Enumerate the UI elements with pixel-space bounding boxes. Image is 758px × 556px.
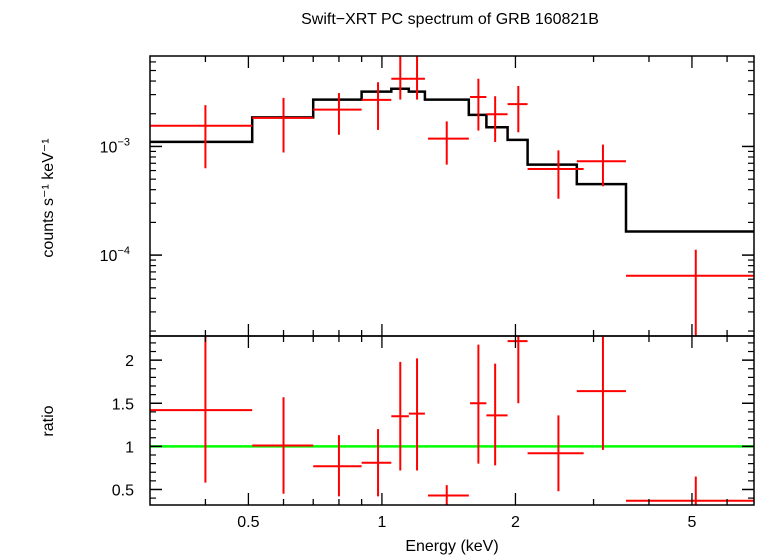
bottom-y-axis-label: ratio — [40, 405, 57, 436]
chart-title: Swift−XRT PC spectrum of GRB 160821B — [301, 11, 599, 28]
ratio-data-point — [427, 485, 469, 505]
spectrum-data-point — [252, 97, 314, 153]
x-tick-label: 1 — [377, 514, 386, 531]
bottom-y-tick-label: 2 — [125, 353, 134, 370]
top-y-tick-label: 10−3 — [100, 136, 130, 156]
ratio-data-point — [527, 415, 584, 492]
ratio-data-point — [361, 429, 392, 497]
ratio-data-point — [313, 435, 362, 497]
spectrum-data-point — [625, 249, 754, 336]
spectrum-data-point — [507, 86, 528, 133]
spectrum-data-point — [427, 121, 469, 165]
bottom-y-tick-label: 0.5 — [112, 482, 134, 499]
ratio-data-point — [252, 397, 314, 494]
spectrum-data-point — [470, 78, 487, 131]
top-panel-frame — [149, 55, 755, 337]
spectrum-data-point — [576, 144, 626, 187]
spectrum-data-point — [391, 56, 409, 100]
ratio-data-point — [150, 336, 253, 483]
ratio-panel: 0.5 1 1.5 2 0.5 1 2 5 — [112, 335, 755, 531]
spectrum-data-point — [361, 82, 392, 130]
x-tick-label: 5 — [688, 514, 697, 531]
x-tick-label: 0.5 — [237, 514, 259, 531]
spectrum-panel: 10−3 10−4 — [100, 55, 755, 337]
spectrum-data-point — [150, 105, 253, 169]
spectrum-data-point — [313, 93, 362, 135]
ratio-data-point — [408, 358, 425, 471]
ratio-data-point — [507, 336, 528, 404]
ratio-data-point — [391, 361, 409, 471]
model-step-line — [150, 87, 754, 233]
x-axis-label: Energy (keV) — [405, 538, 498, 555]
ratio-data-point — [576, 336, 626, 450]
x-tick-label: 2 — [511, 514, 520, 531]
spectrum-data-point — [486, 96, 508, 142]
spectrum-data-point — [527, 150, 584, 199]
ratio-data-point — [486, 363, 508, 466]
bottom-y-tick-label: 1 — [125, 439, 134, 456]
top-y-axis-label: counts s⁻¹ keV⁻¹ — [40, 138, 57, 257]
spectrum-data-point — [408, 56, 425, 100]
bottom-panel-frame — [149, 335, 755, 506]
ratio-data-point — [625, 476, 754, 505]
ratio-data-point — [470, 344, 487, 464]
top-y-tick-label: 10−4 — [100, 245, 130, 265]
bottom-y-tick-label: 1.5 — [112, 396, 134, 413]
